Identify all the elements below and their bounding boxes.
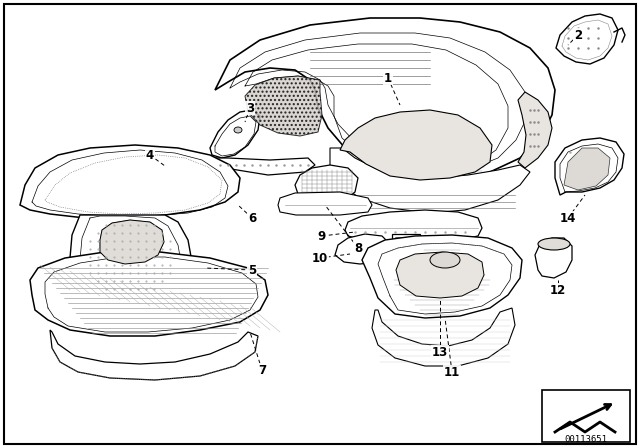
Text: 6: 6: [248, 211, 256, 224]
Ellipse shape: [234, 127, 242, 133]
Polygon shape: [70, 215, 192, 302]
Text: 10: 10: [312, 251, 328, 264]
Text: 14: 14: [560, 211, 576, 224]
Polygon shape: [245, 76, 322, 136]
Text: 4: 4: [146, 148, 154, 161]
Text: 5: 5: [248, 263, 256, 276]
Polygon shape: [20, 145, 240, 218]
Polygon shape: [30, 252, 268, 336]
Text: 1: 1: [384, 72, 392, 85]
Polygon shape: [556, 14, 618, 64]
Polygon shape: [564, 148, 610, 190]
Polygon shape: [535, 238, 572, 278]
Polygon shape: [392, 234, 420, 260]
Polygon shape: [372, 308, 515, 366]
Polygon shape: [362, 235, 522, 318]
Polygon shape: [155, 152, 202, 182]
Polygon shape: [518, 92, 552, 168]
Ellipse shape: [538, 238, 570, 250]
Polygon shape: [50, 330, 258, 380]
Polygon shape: [210, 110, 260, 158]
Polygon shape: [278, 192, 372, 215]
Polygon shape: [100, 220, 164, 264]
Text: 7: 7: [258, 363, 266, 376]
Text: 12: 12: [550, 284, 566, 297]
Polygon shape: [340, 110, 492, 180]
Text: 00113651: 00113651: [564, 435, 607, 444]
Polygon shape: [330, 148, 530, 213]
Polygon shape: [396, 252, 484, 298]
Polygon shape: [555, 138, 624, 195]
Bar: [542, 390, 630, 442]
Polygon shape: [335, 234, 390, 264]
Text: 9: 9: [318, 229, 326, 242]
Ellipse shape: [430, 252, 460, 268]
Polygon shape: [215, 18, 555, 182]
Text: 8: 8: [354, 241, 362, 254]
Text: 13: 13: [432, 345, 448, 358]
Polygon shape: [295, 165, 358, 206]
Polygon shape: [210, 158, 315, 175]
Text: 11: 11: [444, 366, 460, 379]
Polygon shape: [345, 210, 482, 242]
Text: 2: 2: [574, 29, 582, 42]
Text: 3: 3: [246, 102, 254, 115]
